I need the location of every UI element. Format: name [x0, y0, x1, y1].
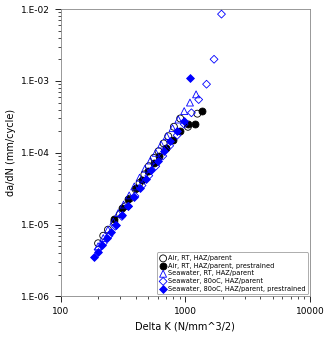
Seawater, 80oC, HAZ/parent, prestrained — [175, 128, 180, 134]
Seawater, 80oC, HAZ/parent, prestrained — [104, 235, 110, 241]
Air, RT, HAZ/parent, prestrained — [126, 196, 131, 201]
Seawater, RT, HAZ/parent — [148, 158, 153, 163]
Air, RT, HAZ/parent — [171, 124, 177, 129]
Seawater, 80oC, HAZ/parent, prestrained — [137, 186, 142, 191]
Seawater, RT, HAZ/parent — [187, 100, 193, 105]
Seawater, 80oC, HAZ/parent — [107, 233, 112, 239]
Air, RT, HAZ/parent — [161, 141, 166, 146]
Air, RT, HAZ/parent — [151, 155, 156, 160]
Air, RT, HAZ/parent — [137, 180, 142, 186]
Seawater, RT, HAZ/parent — [95, 244, 101, 249]
Air, RT, HAZ/parent, prestrained — [192, 121, 198, 127]
Seawater, RT, HAZ/parent — [193, 92, 199, 97]
Seawater, RT, HAZ/parent — [170, 125, 175, 131]
Seawater, RT, HAZ/parent — [153, 150, 158, 155]
Seawater, 80oC, HAZ/parent — [204, 82, 209, 87]
Air, RT, HAZ/parent, prestrained — [151, 160, 156, 166]
Air, RT, HAZ/parent, prestrained — [163, 146, 169, 151]
Seawater, 80oC, HAZ/parent, prestrained — [131, 194, 136, 200]
Seawater, 80oC, HAZ/parent — [175, 132, 180, 138]
Seawater, RT, HAZ/parent — [111, 219, 116, 224]
Seawater, RT, HAZ/parent — [164, 133, 169, 139]
Air, RT, HAZ/parent — [133, 187, 138, 192]
Air, RT, HAZ/parent — [112, 219, 117, 224]
Air, RT, HAZ/parent, prestrained — [119, 205, 124, 211]
Seawater, 80oC, HAZ/parent — [132, 193, 138, 199]
Seawater, 80oC, HAZ/parent, prestrained — [109, 229, 114, 234]
Seawater, 80oC, HAZ/parent — [160, 153, 165, 159]
Air, RT, HAZ/parent, prestrained — [199, 109, 204, 114]
Air, RT, HAZ/parent — [178, 116, 183, 121]
Seawater, 80oC, HAZ/parent — [153, 163, 158, 169]
Seawater, 80oC, HAZ/parent, prestrained — [181, 118, 186, 123]
Legend: Air, RT, HAZ/parent, Air, RT, HAZ/parent, prestrained, Seawater, RT, HAZ/parent,: Air, RT, HAZ/parent, Air, RT, HAZ/parent… — [157, 252, 308, 295]
Seawater, 80oC, HAZ/parent — [219, 11, 224, 17]
Air, RT, HAZ/parent, prestrained — [139, 177, 145, 183]
Air, RT, HAZ/parent — [166, 133, 171, 139]
Y-axis label: da/dN (mm/cycle): da/dN (mm/cycle) — [6, 109, 16, 196]
Air, RT, HAZ/parent, prestrained — [133, 186, 138, 191]
Seawater, RT, HAZ/parent — [142, 166, 148, 172]
Seawater, 80oC, HAZ/parent — [182, 121, 187, 127]
Seawater, 80oC, HAZ/parent, prestrained — [95, 249, 101, 254]
Seawater, 80oC, HAZ/parent — [95, 247, 101, 252]
Seawater, 80oC, HAZ/parent, prestrained — [91, 255, 96, 260]
Seawater, 80oC, HAZ/parent — [189, 110, 194, 116]
Seawater, RT, HAZ/parent — [121, 202, 126, 207]
Air, RT, HAZ/parent — [127, 196, 133, 201]
Air, RT, HAZ/parent, prestrained — [177, 128, 182, 134]
Seawater, RT, HAZ/parent — [105, 227, 111, 233]
Air, RT, HAZ/parent — [185, 124, 191, 129]
Seawater, 80oC, HAZ/parent — [101, 241, 106, 246]
Seawater, RT, HAZ/parent — [115, 210, 121, 216]
Air, RT, HAZ/parent, prestrained — [112, 216, 117, 222]
Air, RT, HAZ/parent, prestrained — [157, 153, 162, 159]
Air, RT, HAZ/parent — [101, 233, 106, 239]
Air, RT, HAZ/parent — [105, 227, 111, 233]
Seawater, RT, HAZ/parent — [137, 175, 142, 180]
X-axis label: Delta K (N/mm^3/2): Delta K (N/mm^3/2) — [135, 321, 235, 332]
Seawater, 80oC, HAZ/parent — [212, 57, 217, 62]
Seawater, 80oC, HAZ/parent — [196, 97, 201, 102]
Seawater, 80oC, HAZ/parent, prestrained — [168, 139, 173, 144]
Seawater, RT, HAZ/parent — [101, 235, 106, 241]
Air, RT, HAZ/parent — [146, 163, 151, 169]
Air, RT, HAZ/parent, prestrained — [185, 121, 191, 127]
Air, RT, HAZ/parent — [156, 149, 161, 154]
Seawater, RT, HAZ/parent — [126, 193, 132, 198]
Seawater, 80oC, HAZ/parent, prestrained — [125, 204, 130, 209]
Seawater, 80oC, HAZ/parent — [113, 223, 118, 229]
Seawater, 80oC, HAZ/parent, prestrained — [155, 158, 160, 163]
Seawater, 80oC, HAZ/parent, prestrained — [99, 242, 105, 248]
Seawater, RT, HAZ/parent — [132, 184, 137, 189]
Seawater, RT, HAZ/parent — [182, 109, 187, 114]
Seawater, 80oC, HAZ/parent, prestrained — [161, 149, 167, 154]
Seawater, 80oC, HAZ/parent, prestrained — [114, 222, 119, 227]
Seawater, 80oC, HAZ/parent — [167, 143, 172, 149]
Air, RT, HAZ/parent, prestrained — [145, 169, 150, 174]
Seawater, RT, HAZ/parent — [176, 117, 181, 122]
Seawater, 80oC, HAZ/parent — [126, 204, 131, 209]
Seawater, RT, HAZ/parent — [158, 142, 164, 147]
Air, RT, HAZ/parent — [117, 211, 123, 217]
Seawater, 80oC, HAZ/parent, prestrained — [119, 213, 124, 218]
Air, RT, HAZ/parent, prestrained — [170, 137, 175, 143]
Air, RT, HAZ/parent — [195, 111, 200, 116]
Air, RT, HAZ/parent — [142, 172, 147, 177]
Seawater, 80oC, HAZ/parent, prestrained — [149, 167, 154, 173]
Seawater, 80oC, HAZ/parent, prestrained — [187, 75, 193, 81]
Air, RT, HAZ/parent — [95, 241, 101, 246]
Seawater, 80oC, HAZ/parent, prestrained — [143, 176, 148, 182]
Seawater, 80oC, HAZ/parent — [146, 173, 151, 178]
Air, RT, HAZ/parent — [122, 204, 128, 209]
Seawater, 80oC, HAZ/parent — [119, 214, 124, 219]
Seawater, 80oC, HAZ/parent — [139, 183, 145, 188]
